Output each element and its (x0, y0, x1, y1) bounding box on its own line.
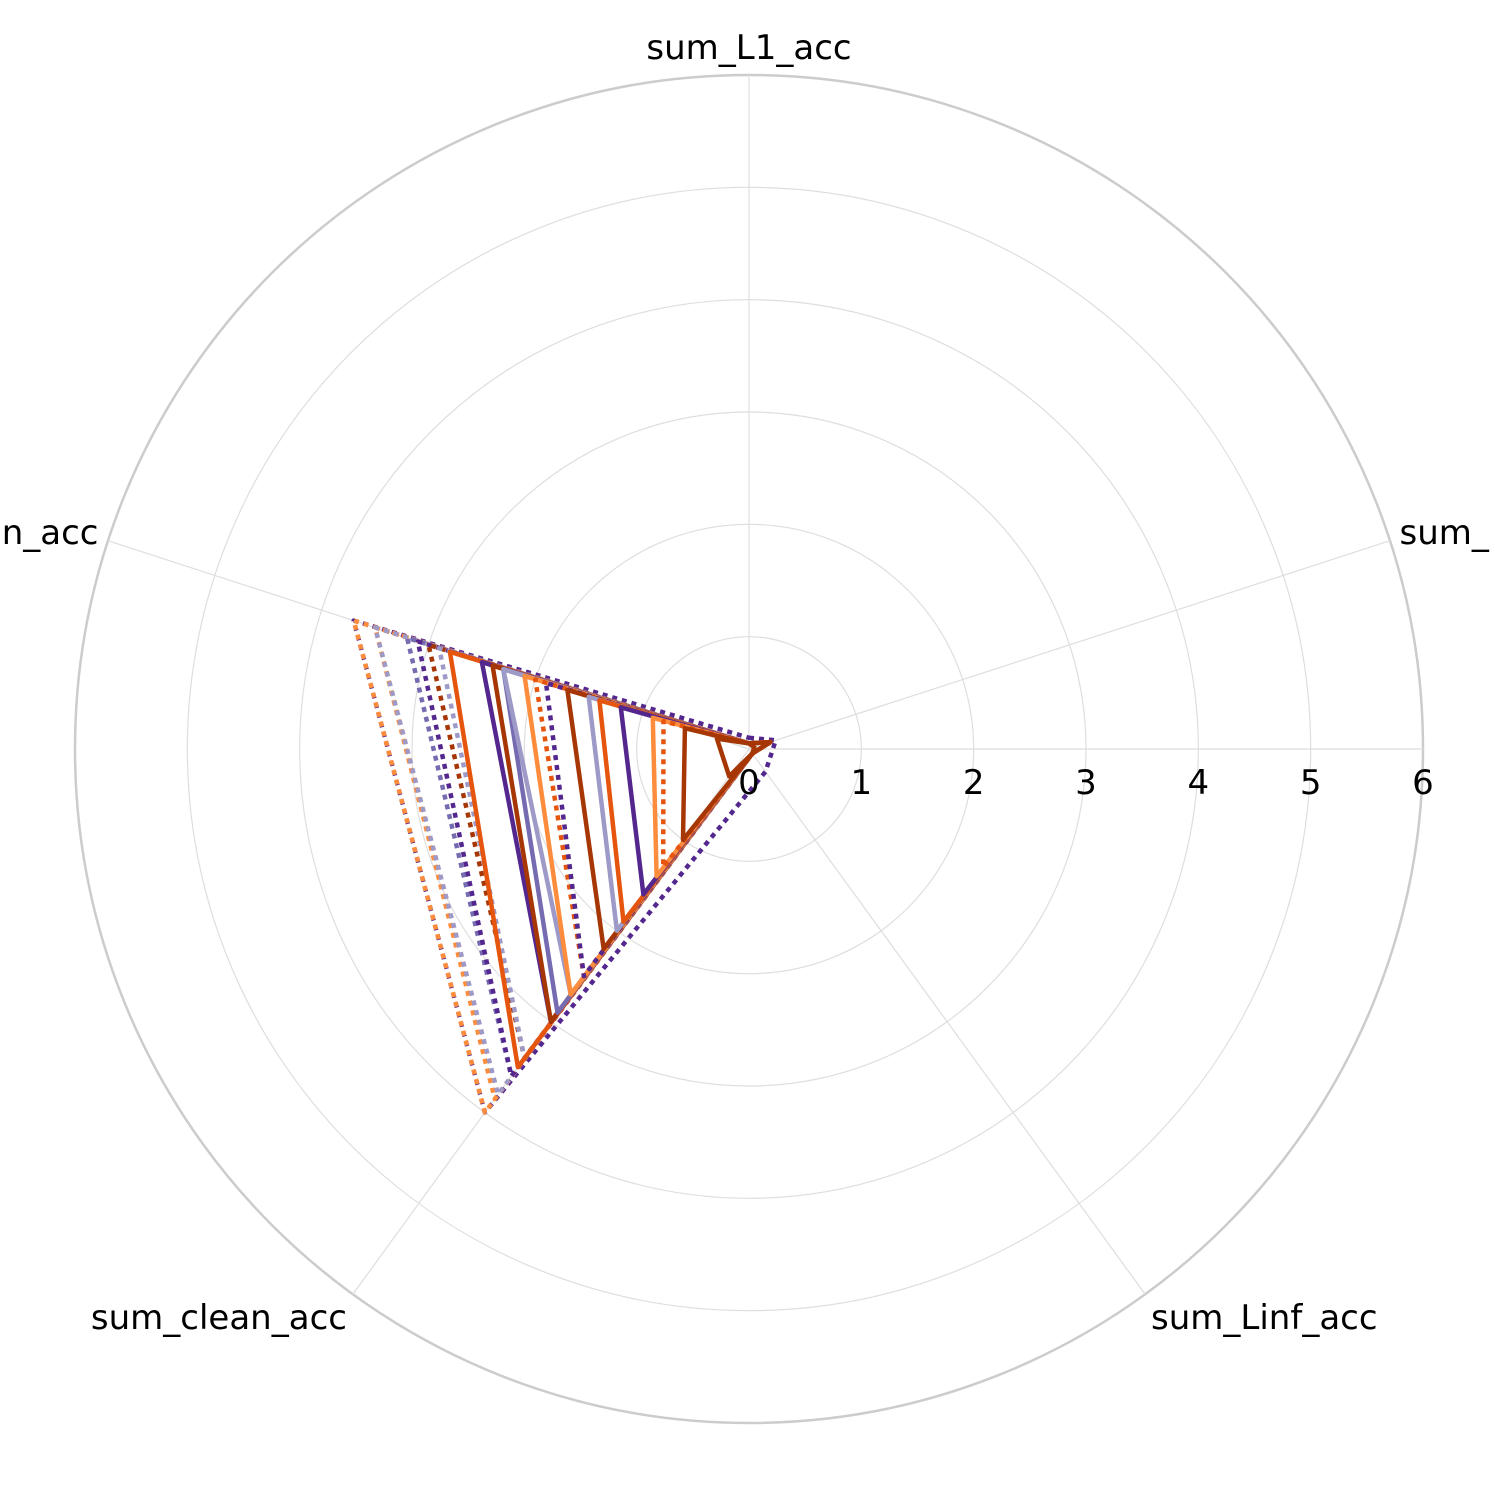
series-polygon (680, 725, 773, 843)
radar-series-group (351, 618, 778, 1115)
axis-label: sum_Linf_acc (1151, 1298, 1378, 1338)
series-polygon (543, 680, 773, 979)
radial-tick-label: 5 (1300, 763, 1322, 803)
radial-tick-label: 1 (851, 763, 873, 803)
radial-tick-labels: 0 1 2 3 4 5 6 (738, 763, 1434, 803)
series-polygon (490, 663, 773, 1024)
radial-tick-label: 4 (1188, 763, 1210, 803)
radial-tick-label: 2 (963, 763, 985, 803)
axis-label: sum_clean_acc (91, 1298, 347, 1338)
axis-spoke (748, 540, 1391, 750)
series-polygon (479, 659, 773, 1024)
angular-axis-labels: sum_L1_acc sum_ sum_Linf_acc sum_clean_acc n… (2, 28, 1490, 1338)
series-polygon (372, 625, 773, 1102)
axis-label: n_acc (2, 513, 99, 553)
series-polygon (372, 625, 773, 1097)
axis-label: sum_ (1400, 513, 1490, 553)
series-polygon (351, 618, 778, 1115)
radial-tick-label: 0 (738, 763, 760, 803)
series-polygon (586, 694, 773, 934)
radial-tick-label: 6 (1412, 763, 1434, 803)
axis-label: sum_L1_acc (646, 28, 851, 68)
axis-spoke (748, 748, 1146, 1295)
series-polygon (565, 687, 773, 952)
radar-grid (73, 73, 1425, 1425)
radial-tick-label: 3 (1075, 763, 1097, 803)
series-polygon (714, 736, 757, 779)
